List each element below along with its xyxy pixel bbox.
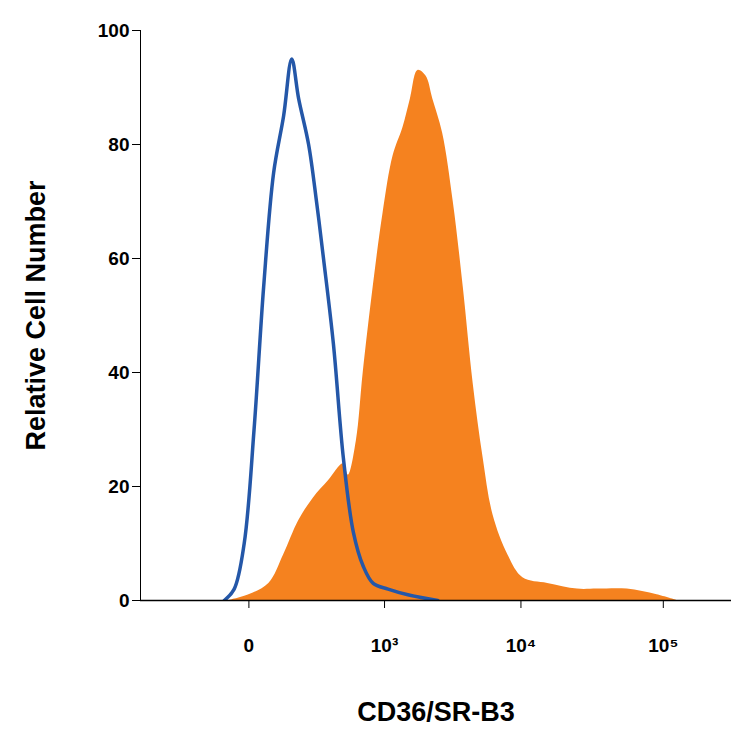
svg-text:80: 80 [108, 134, 129, 155]
svg-text:10⁵: 10⁵ [648, 635, 678, 656]
svg-text:Relative Cell Number: Relative Cell Number [21, 180, 51, 451]
svg-text:100: 100 [98, 20, 130, 41]
svg-text:CD36/SR-B3: CD36/SR-B3 [357, 697, 515, 727]
svg-text:0: 0 [244, 635, 255, 656]
svg-text:60: 60 [108, 248, 129, 269]
svg-text:20: 20 [108, 476, 129, 497]
svg-text:0: 0 [119, 590, 130, 611]
svg-text:10⁴: 10⁴ [506, 635, 537, 656]
svg-text:40: 40 [108, 362, 129, 383]
svg-text:10³: 10³ [371, 635, 398, 656]
